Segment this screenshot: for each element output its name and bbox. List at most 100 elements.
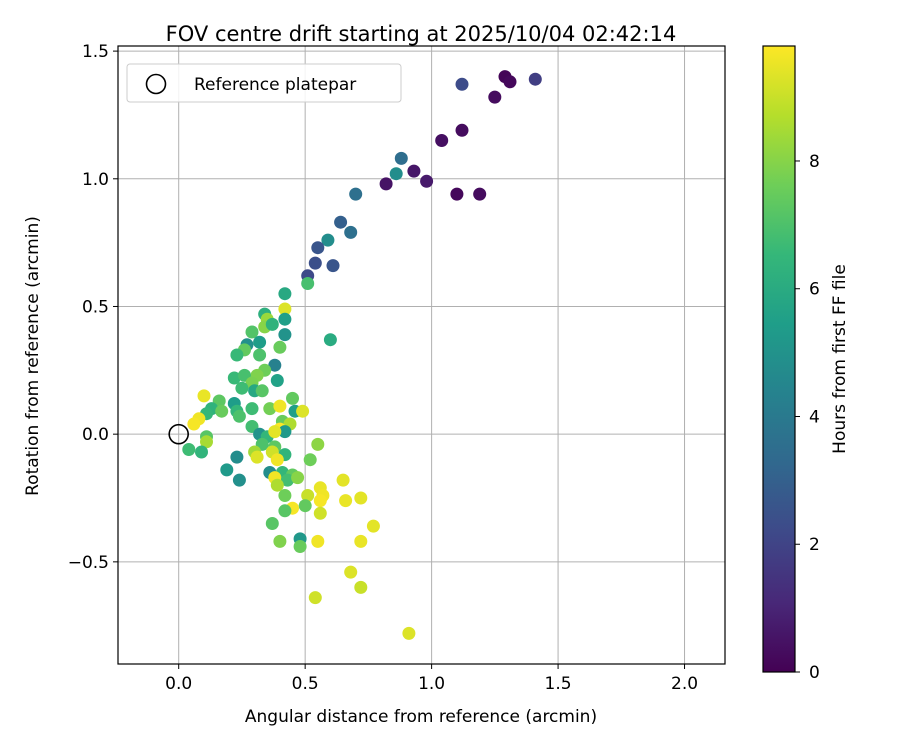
x-tick-label: 0.0: [165, 674, 192, 694]
data-point: [344, 565, 358, 579]
data-point: [334, 215, 348, 229]
data-point: [420, 174, 434, 188]
data-point: [354, 491, 368, 505]
colorbar-label: Hours from first FF file: [830, 264, 850, 454]
data-point: [281, 473, 294, 487]
y-tick-label: 1.0: [82, 170, 109, 190]
legend-marker: [145, 73, 167, 95]
data-point: [265, 317, 279, 331]
data-point: [313, 506, 327, 520]
data-point: [278, 425, 292, 439]
data-point: [402, 626, 416, 640]
colorbar: [762, 45, 796, 673]
data-point: [344, 225, 358, 239]
data-point: [407, 164, 421, 178]
data-point: [273, 534, 287, 548]
data-point: [311, 241, 325, 255]
data-point: [298, 499, 312, 513]
data-point: [301, 489, 315, 502]
x-axis-label: Angular distance from reference (arcmin): [245, 707, 597, 727]
data-point: [303, 453, 317, 467]
data-point: [308, 256, 322, 270]
colorbar-tick-label: 2: [809, 535, 820, 555]
data-point: [455, 123, 469, 137]
data-point: [308, 591, 322, 605]
data-point: [339, 494, 353, 508]
data-point: [323, 333, 337, 347]
data-point: [200, 435, 213, 449]
data-point: [232, 473, 246, 487]
data-point: [354, 534, 368, 548]
legend-label: Reference platepar: [194, 75, 356, 95]
data-point: [326, 259, 340, 273]
data-point: [278, 302, 292, 316]
data-point: [270, 453, 284, 467]
legend-box: [126, 63, 402, 103]
data-point: [389, 167, 403, 181]
data-point: [291, 471, 305, 485]
data-point: [455, 77, 469, 91]
y-tick-label: 1.5: [82, 42, 109, 62]
data-point: [450, 187, 464, 201]
y-tick-label: 0.5: [82, 297, 109, 317]
data-point: [354, 580, 368, 594]
data-point: [268, 425, 282, 439]
x-tick-label: 2.0: [671, 674, 698, 694]
data-point: [220, 463, 234, 477]
data-point: [263, 402, 277, 416]
y-axis-ticks: −0.5 0.0 0.5 1.0 1.5: [68, 42, 118, 573]
scatter-points: [182, 70, 542, 640]
data-point: [278, 312, 292, 326]
data-point: [278, 287, 292, 301]
data-point: [311, 534, 325, 548]
data-point: [366, 519, 380, 533]
data-point: [473, 187, 487, 201]
x-axis-ticks: 0.0 0.5 1.0 1.5 2.0: [165, 664, 698, 694]
data-point: [187, 417, 201, 431]
colorbar-tick-label: 0: [809, 663, 820, 683]
data-point: [273, 340, 287, 354]
colorbar-tick-label: 8: [809, 152, 820, 172]
data-point: [265, 517, 279, 530]
data-point: [182, 443, 196, 456]
legend: Reference platepar: [126, 63, 402, 103]
data-point: [528, 72, 542, 86]
data-point: [379, 177, 393, 191]
reference-platepar-marker: [168, 423, 189, 445]
data-point: [245, 402, 259, 416]
chart-title: FOV centre drift starting at 2025/10/04 …: [166, 22, 677, 46]
data-point: [336, 473, 350, 487]
x-tick-label: 1.0: [418, 674, 445, 694]
data-point: [270, 374, 284, 387]
data-point: [255, 384, 269, 398]
data-point: [230, 450, 244, 464]
plot-frame: [117, 45, 726, 665]
y-axis-label: Rotation from reference (arcmin): [23, 216, 43, 496]
data-point: [232, 409, 246, 423]
data-point: [245, 325, 259, 339]
data-point: [293, 540, 307, 553]
data-point: [253, 348, 267, 362]
data-point: [435, 134, 449, 147]
y-tick-label: 0.0: [82, 425, 109, 445]
data-point: [278, 504, 292, 518]
data-point: [394, 151, 408, 165]
data-point: [215, 404, 229, 418]
data-point: [270, 478, 284, 492]
data-point: [278, 489, 292, 502]
data-point: [273, 399, 287, 413]
data-point: [230, 348, 244, 362]
data-point: [227, 371, 241, 385]
data-point: [321, 233, 335, 247]
data-point: [301, 277, 315, 290]
data-point: [235, 381, 249, 395]
data-point: [278, 328, 292, 342]
grid-lines: [118, 46, 725, 664]
data-point: [313, 494, 327, 508]
data-point: [349, 187, 363, 201]
data-point: [488, 90, 502, 104]
colorbar-ticks: 0 2 4 6 8: [795, 152, 820, 683]
data-point: [311, 437, 325, 451]
data-point: [250, 450, 264, 464]
